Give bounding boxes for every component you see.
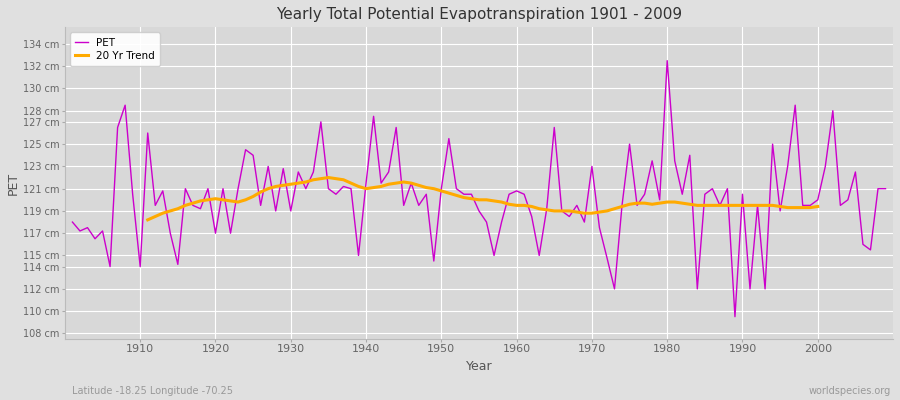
PET bbox=[292, 170, 303, 174]
20 Yr Trend bbox=[233, 200, 244, 204]
Text: worldspecies.org: worldspecies.org bbox=[809, 386, 891, 396]
Line: PET: PET bbox=[72, 61, 886, 317]
PET bbox=[880, 186, 891, 191]
20 Yr Trend bbox=[353, 184, 364, 189]
Text: Latitude -18.25 Longitude -70.25: Latitude -18.25 Longitude -70.25 bbox=[72, 386, 233, 396]
PET bbox=[127, 192, 138, 197]
Line: 20 Yr Trend: 20 Yr Trend bbox=[148, 178, 818, 220]
20 Yr Trend bbox=[142, 218, 153, 222]
20 Yr Trend bbox=[813, 204, 824, 209]
PET bbox=[67, 220, 77, 224]
20 Yr Trend bbox=[616, 204, 627, 209]
PET bbox=[662, 58, 672, 63]
20 Yr Trend bbox=[323, 175, 334, 180]
20 Yr Trend bbox=[722, 203, 733, 208]
PET bbox=[601, 255, 612, 260]
20 Yr Trend bbox=[707, 203, 718, 208]
PET bbox=[338, 184, 349, 189]
PET bbox=[730, 314, 741, 319]
PET bbox=[504, 192, 515, 197]
Y-axis label: PET: PET bbox=[7, 172, 20, 195]
Legend: PET, 20 Yr Trend: PET, 20 Yr Trend bbox=[70, 32, 160, 66]
20 Yr Trend bbox=[790, 205, 801, 210]
X-axis label: Year: Year bbox=[465, 360, 492, 373]
Title: Yearly Total Potential Evapotranspiration 1901 - 2009: Yearly Total Potential Evapotranspiratio… bbox=[276, 7, 682, 22]
PET bbox=[511, 188, 522, 193]
